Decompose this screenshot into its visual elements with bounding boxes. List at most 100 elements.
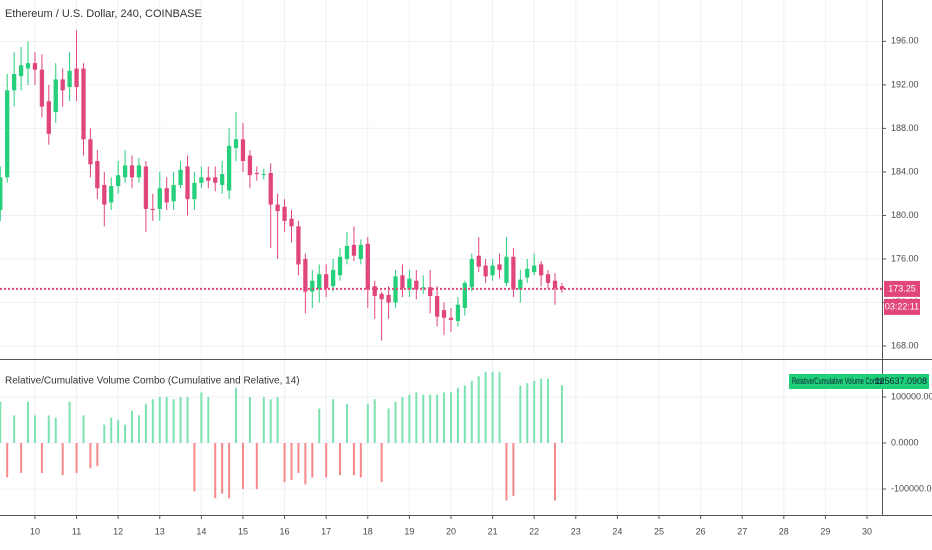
histogram-bar bbox=[75, 442, 78, 473]
histogram-bar bbox=[103, 424, 106, 443]
x-tick-label: 21 bbox=[488, 526, 498, 536]
histogram-bar bbox=[124, 424, 127, 443]
histogram-bar bbox=[345, 403, 348, 443]
histogram-bar bbox=[241, 442, 244, 490]
histogram-bar bbox=[54, 417, 57, 443]
candle-body bbox=[324, 274, 329, 289]
candle-body bbox=[303, 258, 308, 292]
histogram-bar bbox=[422, 394, 425, 443]
histogram-bar bbox=[436, 394, 439, 443]
chart-title: Ethereum / U.S. Dollar, 240, COINBASE bbox=[5, 8, 202, 20]
candle-body bbox=[136, 165, 142, 178]
histogram-bar bbox=[449, 392, 452, 443]
candle-body bbox=[525, 268, 530, 278]
histogram-bar bbox=[179, 396, 182, 443]
candle-body bbox=[25, 63, 31, 69]
candle-body bbox=[379, 293, 384, 300]
x-tick-label: 16 bbox=[280, 526, 290, 536]
x-tick-label: 13 bbox=[155, 526, 165, 536]
histogram-bar bbox=[533, 380, 536, 443]
x-tick-label: 28 bbox=[779, 526, 789, 536]
histogram-bar bbox=[547, 378, 550, 443]
histogram-bar bbox=[526, 383, 529, 443]
candle-body bbox=[206, 177, 211, 181]
candle-body bbox=[109, 186, 114, 203]
x-tick-label: 17 bbox=[321, 526, 331, 536]
y-tick-label: 0.0000 bbox=[891, 437, 919, 447]
histogram-bar bbox=[131, 410, 134, 443]
histogram-bar bbox=[540, 378, 543, 443]
candle-body bbox=[261, 174, 266, 176]
y-tick-label: 196.00 bbox=[891, 36, 919, 46]
y-tick-label: 176.00 bbox=[891, 253, 919, 263]
x-tick-label: 25 bbox=[654, 526, 664, 536]
candle-body bbox=[483, 265, 488, 277]
candle-body bbox=[192, 182, 197, 200]
histogram-bar bbox=[235, 387, 238, 443]
candle-body bbox=[504, 256, 509, 283]
legend-value: 125637.0908 bbox=[874, 376, 927, 386]
histogram-bar bbox=[339, 442, 342, 476]
y-tick-label: 192.00 bbox=[891, 79, 919, 89]
candle-body bbox=[330, 269, 336, 287]
histogram-bar bbox=[255, 442, 258, 490]
candle-body bbox=[407, 278, 412, 290]
y-tick-label: 184.00 bbox=[891, 166, 919, 176]
y-tick-label: 188.00 bbox=[891, 123, 919, 133]
candle-body bbox=[351, 244, 357, 256]
candle-body bbox=[233, 139, 239, 148]
histogram-bar bbox=[443, 392, 446, 443]
candle-body bbox=[122, 165, 128, 178]
histogram-bar bbox=[401, 396, 404, 443]
candle-body bbox=[282, 206, 287, 221]
histogram-bar bbox=[387, 408, 390, 443]
candle-body bbox=[434, 295, 440, 317]
candle-body bbox=[220, 174, 225, 185]
histogram-bar bbox=[151, 399, 154, 443]
histogram-bar bbox=[276, 396, 279, 443]
candle-body bbox=[32, 63, 38, 70]
x-tick-label: 12 bbox=[113, 526, 123, 536]
candle-body bbox=[81, 68, 86, 140]
histogram-bar bbox=[394, 401, 397, 443]
histogram-bar bbox=[332, 399, 335, 443]
x-tick-label: 22 bbox=[529, 526, 539, 536]
histogram-bar bbox=[290, 442, 293, 480]
candle-body bbox=[0, 177, 3, 211]
y-tick-label: 100000.0000 bbox=[891, 391, 932, 401]
histogram-bar bbox=[61, 442, 64, 476]
histogram-bar bbox=[380, 442, 383, 483]
candle-body bbox=[247, 155, 253, 176]
candle-body bbox=[268, 173, 273, 205]
candle-body bbox=[60, 79, 65, 91]
candle-body bbox=[490, 265, 495, 276]
candle-body bbox=[150, 208, 155, 211]
last-price-badge bbox=[884, 280, 920, 297]
candle-body bbox=[164, 188, 169, 203]
histogram-bar bbox=[6, 442, 9, 478]
histogram-bar bbox=[505, 442, 508, 501]
x-tick-label: 11 bbox=[72, 526, 81, 536]
candle-body bbox=[545, 274, 551, 283]
x-tick-label: 24 bbox=[612, 526, 622, 536]
candle-body bbox=[226, 145, 232, 191]
candle-body bbox=[372, 286, 377, 296]
histogram-bar bbox=[248, 396, 251, 443]
candle-body bbox=[421, 287, 426, 289]
histogram-bar bbox=[429, 394, 432, 443]
candle-body bbox=[46, 101, 51, 134]
x-tick-label: 20 bbox=[446, 526, 456, 536]
candle-body bbox=[199, 177, 204, 183]
histogram-bar bbox=[165, 396, 168, 443]
x-tick-label: 18 bbox=[363, 526, 373, 536]
histogram-bar bbox=[283, 442, 286, 483]
histogram-bar bbox=[311, 442, 314, 478]
candle-body bbox=[185, 166, 190, 200]
histogram-bar bbox=[117, 419, 120, 443]
candle-body bbox=[497, 264, 502, 270]
histogram-bar bbox=[463, 385, 466, 443]
x-tick-label: 27 bbox=[737, 526, 747, 536]
histogram-bar bbox=[40, 442, 43, 473]
x-tick-label: 14 bbox=[196, 526, 206, 536]
candle-body bbox=[365, 243, 370, 290]
